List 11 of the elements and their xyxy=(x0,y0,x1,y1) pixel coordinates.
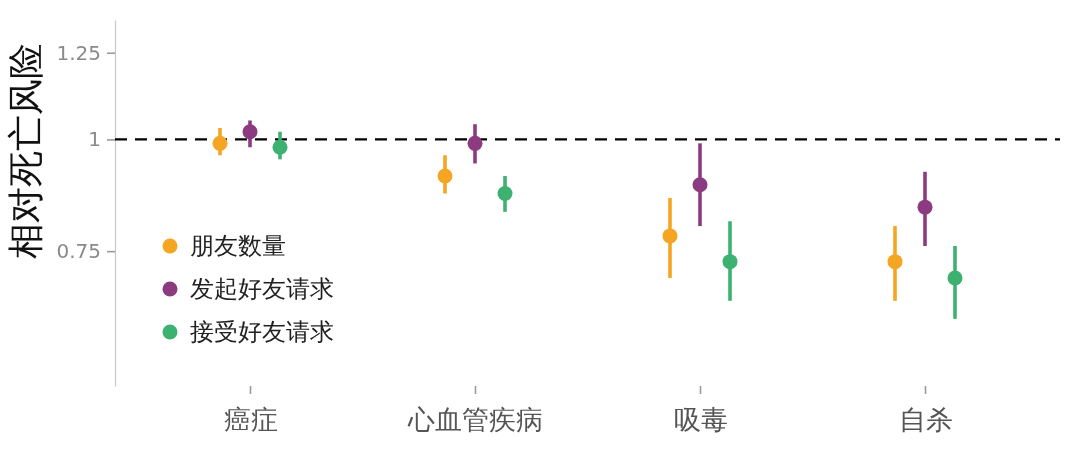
y-tick-label: 1.25 xyxy=(56,40,101,65)
y-axis-title: 相对死亡风险 xyxy=(5,43,46,259)
x-tick-label: 癌症 xyxy=(223,404,278,436)
legend-label: 朋友数量 xyxy=(190,232,286,260)
legend-label: 发起好友请求 xyxy=(190,275,334,303)
y-tick-label: 1 xyxy=(88,127,101,152)
x-tick-label: 自杀 xyxy=(898,404,953,436)
x-tick-label: 吸毒 xyxy=(673,404,728,436)
legend-label: 接受好友请求 xyxy=(190,318,334,346)
y-tick-label: 0.75 xyxy=(56,239,101,264)
x-tick-label: 心血管疾病 xyxy=(407,404,543,436)
